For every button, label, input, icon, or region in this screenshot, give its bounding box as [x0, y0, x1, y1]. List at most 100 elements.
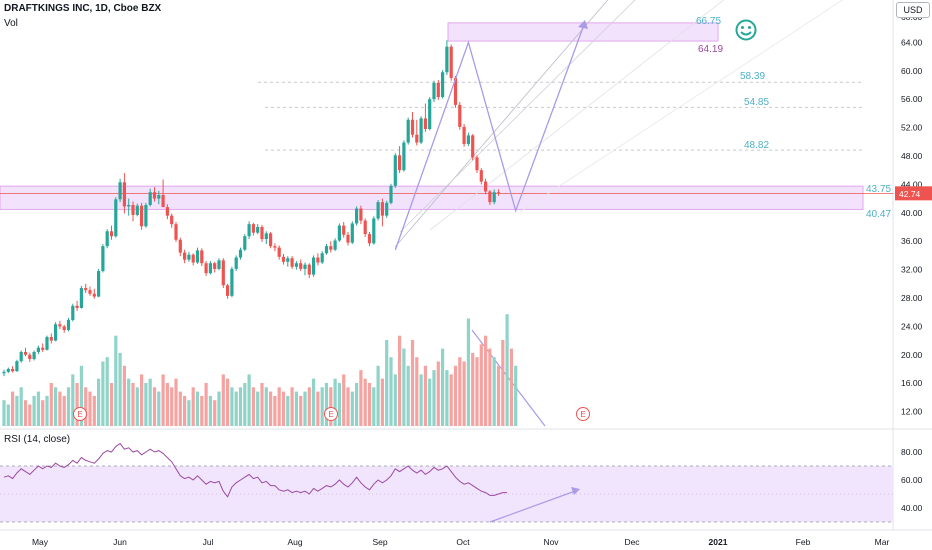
candle-body — [363, 220, 367, 235]
earnings-marker — [576, 407, 590, 421]
volume-bar — [84, 387, 88, 426]
channel-line — [429, 0, 725, 231]
volume-bar — [2, 400, 6, 426]
rsi-band — [0, 466, 893, 522]
price-axis-tick: 32.00 — [901, 265, 923, 275]
volume-bar — [75, 383, 79, 426]
price-axis-tick: 48.00 — [901, 151, 923, 161]
candle-body — [200, 250, 204, 264]
volume-bar — [41, 400, 45, 426]
candle-body — [71, 305, 75, 321]
price-axis-tick: 12.00 — [901, 407, 923, 417]
volume-bar — [256, 391, 260, 426]
volume-bar — [11, 391, 15, 426]
candle-body — [393, 155, 397, 186]
candle-body — [226, 285, 230, 296]
candle-body — [350, 223, 354, 243]
candle-body — [131, 204, 135, 215]
candle-body — [208, 263, 212, 274]
candle-body — [45, 337, 49, 350]
candle-body — [398, 155, 402, 171]
volume-bar — [217, 391, 221, 426]
earnings-marker-label: E — [328, 410, 333, 419]
price-axis-tick: 20.00 — [901, 350, 923, 360]
candle-body — [127, 204, 131, 207]
volume-bar — [54, 387, 58, 426]
volume-bar — [509, 348, 513, 426]
volume-bar — [144, 383, 148, 426]
volume-bar — [492, 357, 496, 426]
volume-bar — [19, 387, 23, 426]
volume-bar — [376, 365, 380, 426]
volume-legend-label: Vol — [4, 18, 18, 29]
volume-bar — [127, 378, 131, 426]
volume-bar — [243, 383, 247, 426]
level-label: 54.85 — [744, 97, 769, 108]
volume-bar — [187, 400, 191, 426]
candle-body — [88, 290, 92, 294]
volume-bar — [204, 383, 208, 426]
price-axis-tick: 52.00 — [901, 123, 923, 133]
rsi-line — [3, 442, 508, 498]
volume-bar — [92, 395, 96, 426]
candle-body — [213, 263, 217, 269]
time-axis-label: Oct — [456, 537, 470, 547]
volume-bar — [277, 387, 281, 426]
volume-bar — [316, 391, 320, 426]
volume-bar — [140, 374, 144, 426]
volume-bar — [157, 391, 161, 426]
volume-bar — [122, 365, 126, 426]
volume-bar — [496, 365, 501, 426]
candle-body — [380, 202, 384, 216]
time-axis-label: Jul — [203, 537, 214, 547]
candle-body — [183, 252, 187, 260]
candle-body — [273, 246, 277, 248]
volume-bar — [380, 378, 384, 426]
current-price-label: 42.74 — [899, 189, 921, 199]
volume-bar — [471, 352, 475, 426]
volume-bar — [355, 383, 359, 426]
volume-bar — [475, 357, 479, 426]
candle-body — [415, 134, 419, 143]
candle-body — [372, 218, 376, 244]
candle-body — [187, 254, 191, 260]
candle-body — [36, 347, 40, 352]
volume-bar — [402, 348, 406, 426]
candle-body — [367, 234, 372, 244]
currency-button[interactable]: USD — [896, 2, 930, 18]
rsi-axis-tick: 40.00 — [901, 503, 923, 513]
price-axis-tick: 56.00 — [901, 94, 923, 104]
candle-body — [217, 260, 221, 269]
candle-body — [105, 231, 109, 247]
volume-bar — [71, 374, 75, 426]
earnings-marker — [73, 407, 87, 421]
volume-bar — [49, 383, 53, 426]
volume-bar — [363, 378, 367, 426]
candle-body — [41, 347, 45, 350]
price-axis-tick: 64.00 — [901, 37, 923, 47]
volume-bar — [281, 391, 286, 426]
candle-body — [453, 77, 458, 105]
volume-bar — [294, 391, 298, 426]
volume-bar — [97, 378, 101, 426]
candle-body — [277, 247, 281, 257]
volume-bar — [148, 378, 152, 426]
candle-body — [2, 371, 6, 374]
candle-body — [75, 305, 79, 308]
candle-body — [359, 208, 363, 221]
level-label: 48.82 — [744, 140, 769, 151]
candle-body — [290, 258, 294, 267]
candle-body — [419, 118, 423, 143]
volume-bar — [135, 387, 139, 426]
level-label: 66.75 — [696, 16, 721, 27]
earnings-marker — [324, 407, 338, 421]
candle-body — [346, 234, 350, 243]
candle-body — [49, 337, 53, 341]
candle-body — [462, 126, 466, 144]
volume-bar — [419, 374, 423, 426]
candle-body — [294, 263, 298, 267]
volume-bar — [359, 370, 363, 426]
candle-body — [410, 119, 415, 135]
candle-body — [320, 253, 324, 263]
